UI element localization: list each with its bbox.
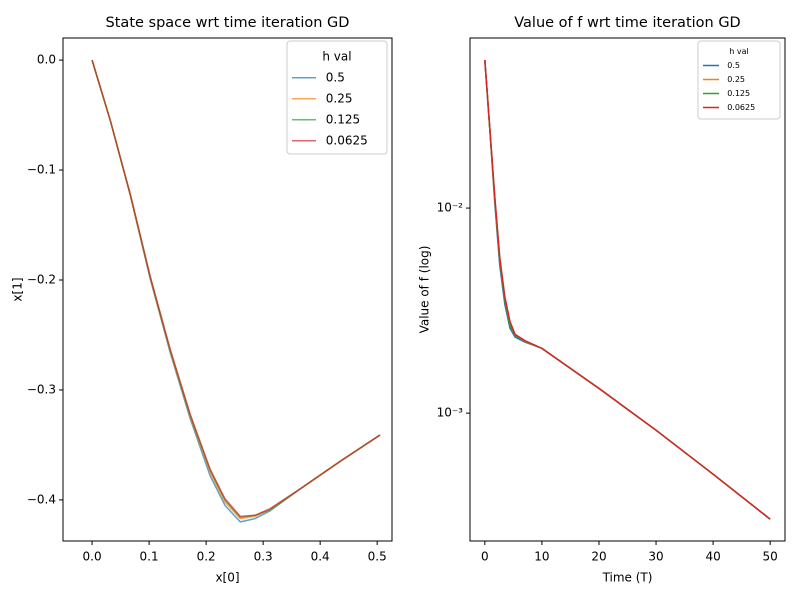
y-tick-label: −0.1: [27, 163, 56, 177]
x-tick-label: 20: [591, 550, 606, 564]
legend-title: h val: [729, 47, 748, 56]
y-tick-label: −0.2: [27, 272, 56, 286]
series-line: [484, 59, 771, 520]
legend-label: 0.25: [326, 91, 353, 105]
legend-label: 0.0625: [727, 103, 755, 112]
x-tick-label: 0.1: [140, 550, 159, 564]
series-line: [484, 59, 771, 520]
legend-box: [286, 40, 388, 155]
x-tick-label: 0.4: [311, 550, 330, 564]
x-tick-label: 0: [481, 550, 489, 564]
legend-label: 0.5: [727, 61, 740, 70]
series-line: [91, 59, 381, 518]
x-tick-label: 30: [648, 550, 663, 564]
y-tick-label: −0.4: [27, 492, 56, 506]
y-tick-label: 10⁻³: [437, 406, 464, 420]
plot-frame: [62, 37, 393, 542]
legend-label: 0.125: [326, 112, 360, 126]
x-tick-label: 40: [705, 550, 720, 564]
x-tick-label: 50: [763, 550, 778, 564]
x-tick-label: 0.5: [368, 550, 387, 564]
legend-label: 0.5: [326, 70, 345, 84]
y-tick-label: −0.3: [27, 382, 56, 396]
x-tick-label: 10: [534, 550, 549, 564]
x-tick-label: 0.3: [254, 550, 273, 564]
y-axis-label: x[1]: [11, 277, 25, 301]
legend-label: 0.0625: [326, 133, 368, 147]
legend-box: [697, 40, 781, 120]
y-tick-label: 0.0: [37, 53, 56, 67]
y-axis-label: Value of f (log): [418, 246, 432, 334]
chart-title: Value of f wrt time iteration GD: [514, 15, 740, 31]
x-tick-label: 0.2: [197, 550, 216, 564]
chart-title: State space wrt time iteration GD: [106, 15, 350, 31]
series-line: [484, 59, 771, 520]
plot-frame: [469, 37, 786, 542]
legend-label: 0.125: [727, 89, 750, 98]
y-tick-label: 10⁻²: [437, 201, 464, 215]
x-axis-label: Time (T): [602, 571, 653, 585]
series-line: [484, 59, 771, 520]
x-axis-label: x[0]: [215, 571, 239, 585]
legend-label: 0.25: [727, 75, 745, 84]
x-tick-label: 0.0: [83, 550, 102, 564]
legend-title: h val: [322, 49, 351, 63]
